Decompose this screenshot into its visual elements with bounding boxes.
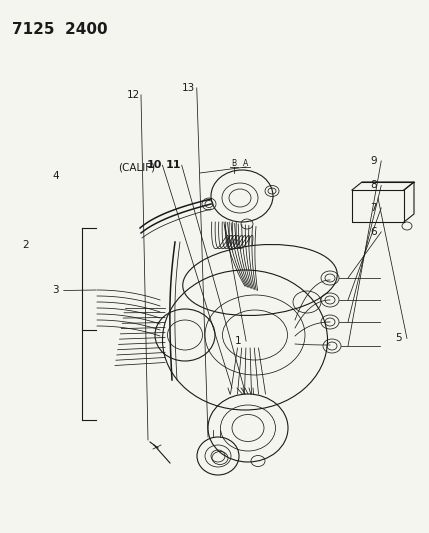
Text: 9: 9 [370,156,377,166]
Text: 4: 4 [52,171,59,181]
Text: 10: 10 [147,160,162,170]
Text: 12: 12 [127,90,139,100]
Text: 6: 6 [370,227,377,237]
Text: 1: 1 [235,336,242,346]
Text: 11: 11 [166,160,181,170]
Text: A: A [243,159,249,168]
Text: 7125  2400: 7125 2400 [12,22,108,37]
Text: 8: 8 [370,181,377,190]
Text: 2: 2 [22,240,29,250]
Text: 5: 5 [396,334,402,343]
Text: 7: 7 [370,203,377,213]
Text: 3: 3 [52,286,59,295]
Text: B: B [231,159,236,168]
Text: 13: 13 [182,83,195,93]
Text: (CALIF): (CALIF) [118,163,155,173]
